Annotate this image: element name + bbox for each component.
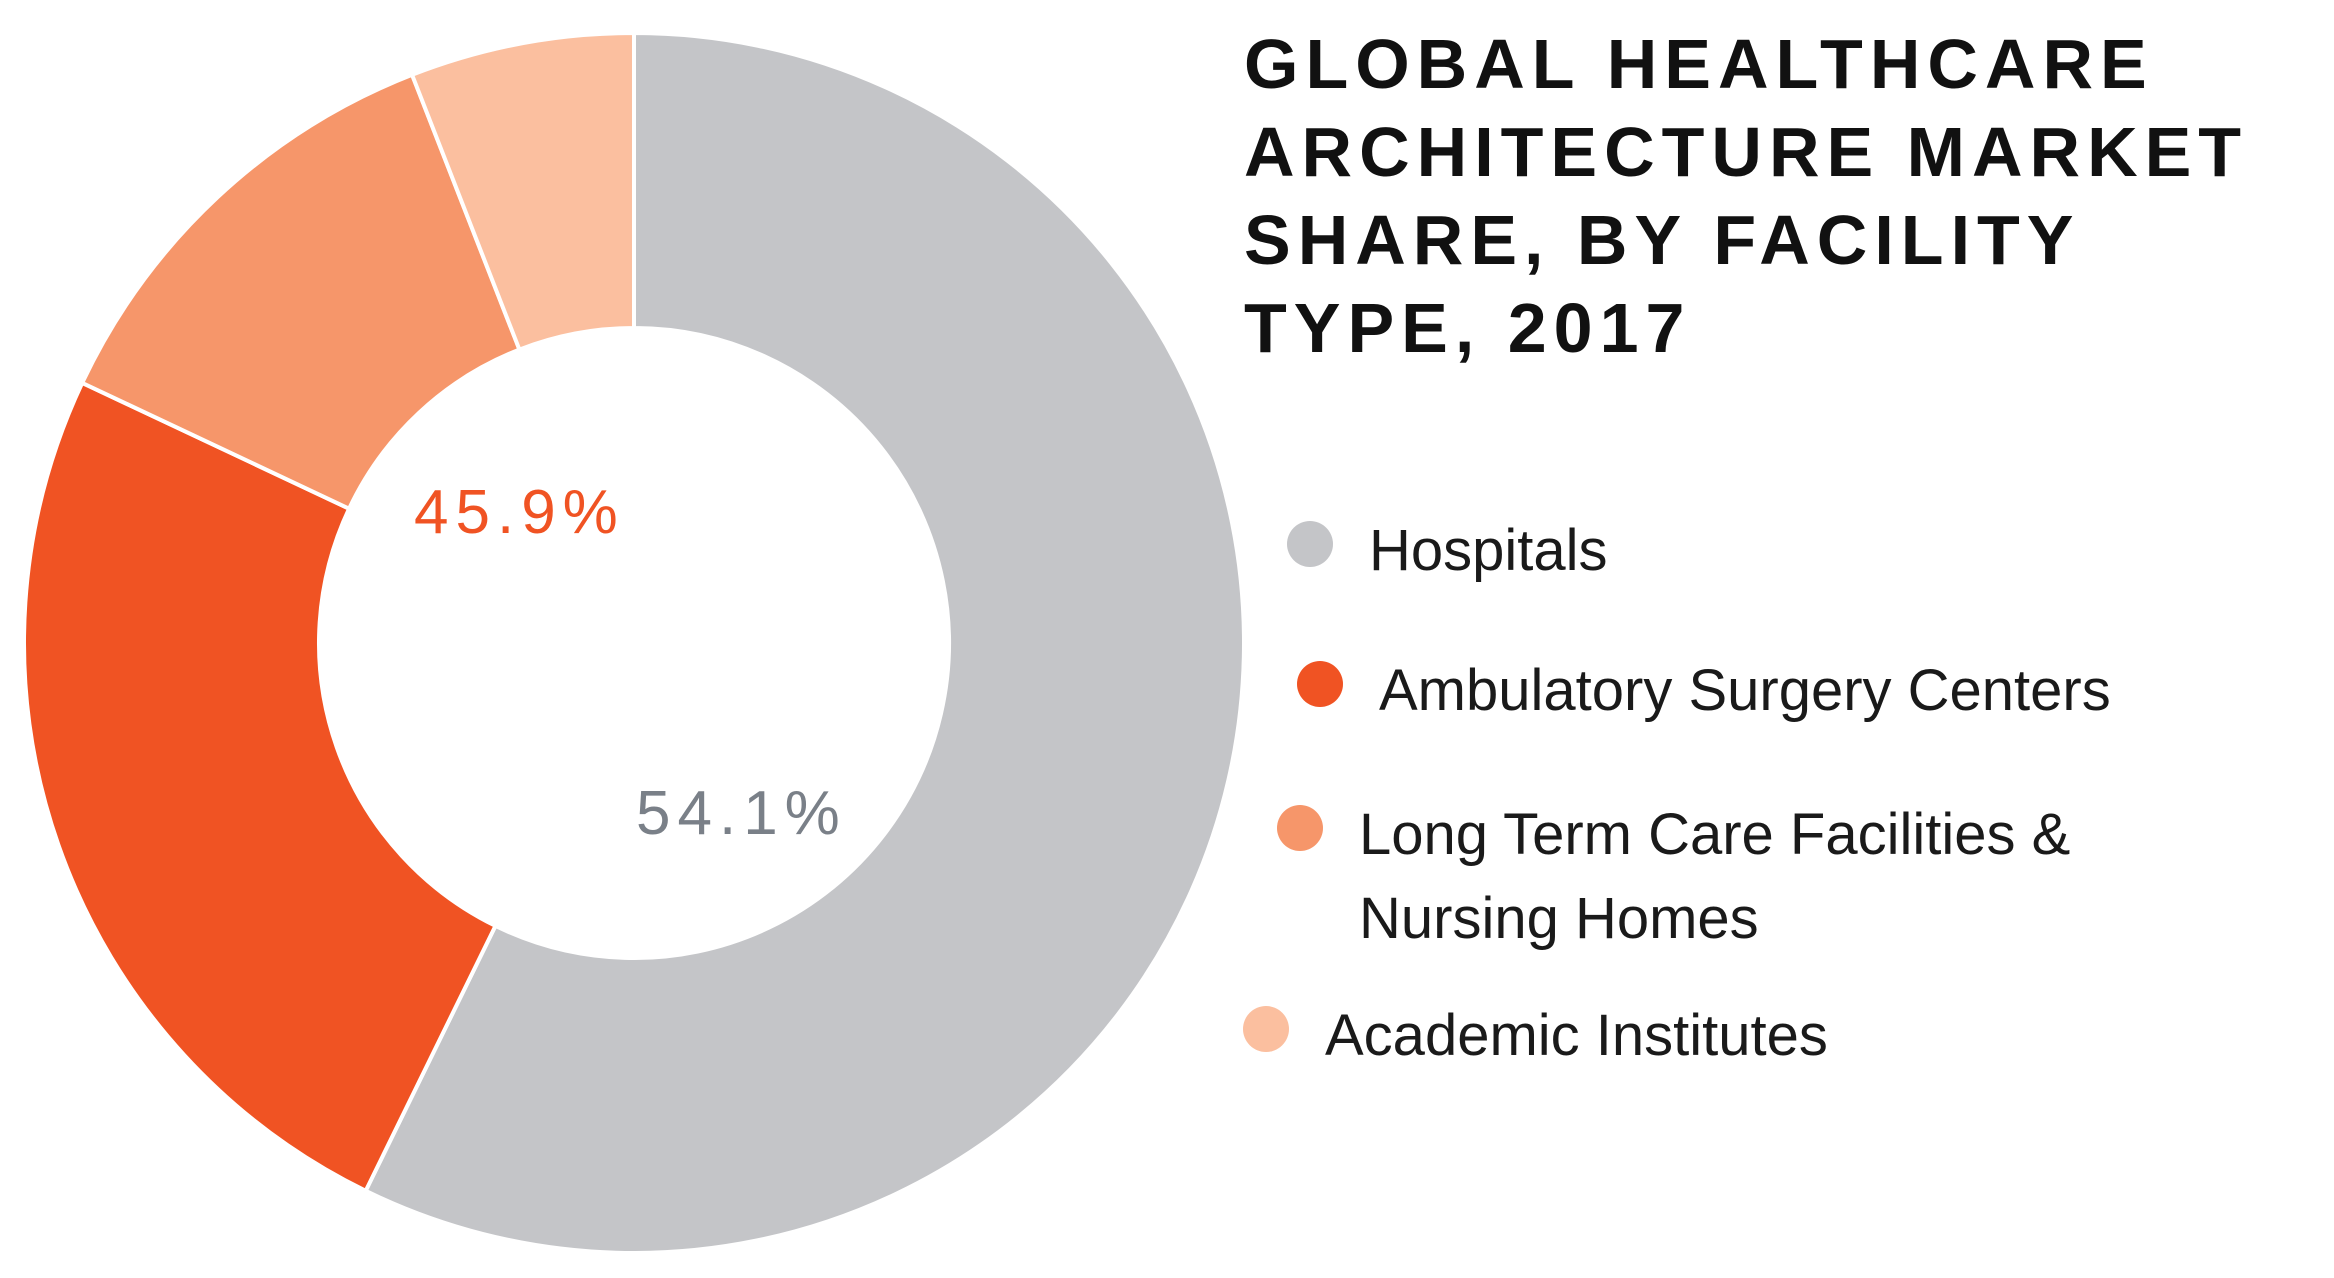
data-label-hospitals: 54.1% <box>636 779 847 848</box>
legend-dot-hospitals <box>1287 521 1333 567</box>
legend-dot-long-term-care <box>1277 805 1323 851</box>
slice-hospitals <box>363 30 1246 1255</box>
legend-label-long-term-care: Long Term Care Facilities & Nursing Home… <box>1359 802 2071 951</box>
donut-chart: 54.1% 45.9% <box>22 30 1246 1255</box>
slice-long-term-care-facilities-nursing-homes <box>79 72 522 512</box>
data-label-remaining: 45.9% <box>414 478 625 547</box>
slice-ambulatory-surgery-centers <box>22 380 499 1194</box>
legend-label-academic-institutes: Academic Institutes <box>1325 1003 1828 1068</box>
legend-dot-academic-institutes <box>1243 1006 1289 1052</box>
legend-dot-ambulatory-surgery-centers <box>1297 661 1343 707</box>
legend-label-ambulatory-surgery-centers: Ambulatory Surgery Centers <box>1379 658 2111 723</box>
legend-label-hospitals: Hospitals <box>1369 518 1608 583</box>
slice-academic-institutes <box>409 30 636 353</box>
chart-title: GLOBAL HEALTHCARE ARCHITECTURE MARKET SH… <box>1244 25 2249 367</box>
